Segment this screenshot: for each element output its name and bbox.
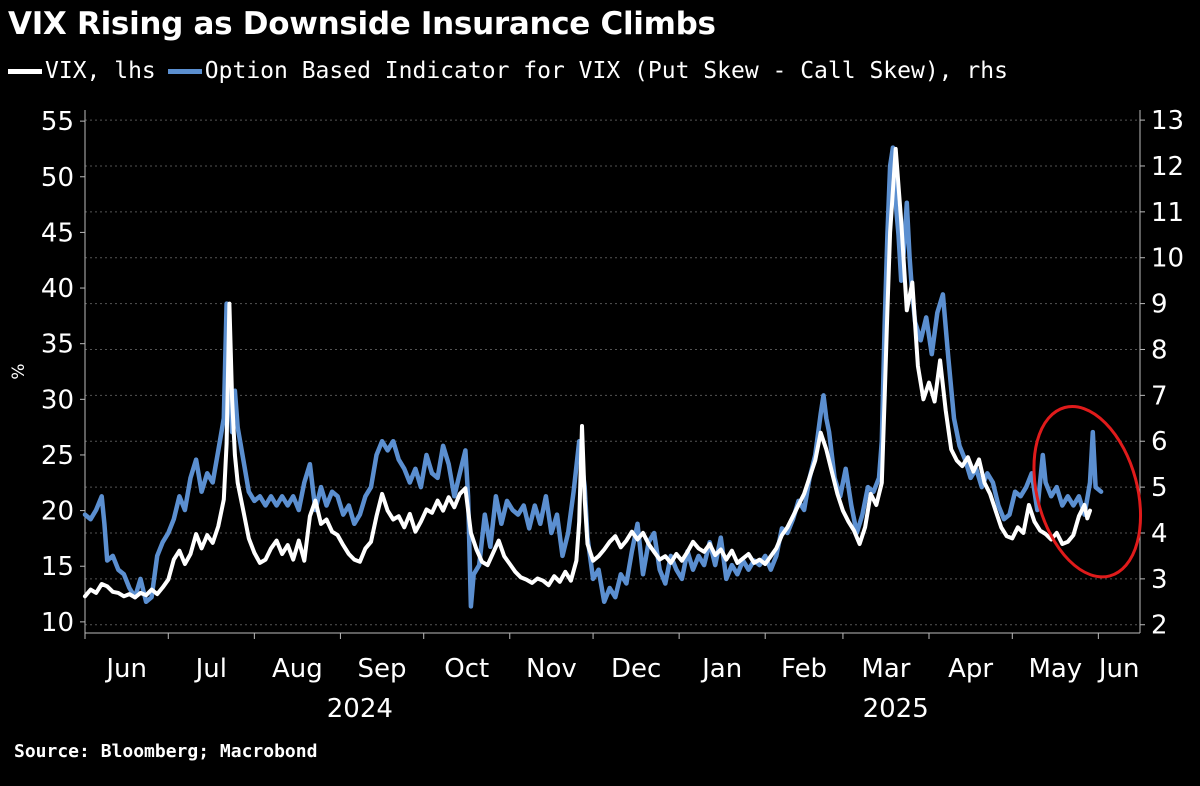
source-note: Source: Bloomberg; Macrobond — [14, 741, 318, 762]
left-tick-label-35: 35 — [41, 330, 74, 360]
right-tick-label-2: 2 — [1151, 611, 1168, 641]
x-tick-label-sep-3: Sep — [358, 654, 407, 684]
legend-swatch-vix — [8, 68, 42, 74]
x-tick-label-may-11: May — [1028, 654, 1082, 684]
annotation-ellipse — [1032, 405, 1143, 579]
x-tick-label-jul-1: Jul — [194, 654, 227, 684]
series-line-vix — [83, 146, 1092, 600]
left-tick-label-55: 55 — [41, 107, 74, 137]
series-line-skew — [82, 145, 1104, 609]
left-tick-label-25: 25 — [41, 441, 74, 471]
left-tick-label-10: 10 — [41, 608, 74, 638]
x-tick-label-aug-2: Aug — [272, 654, 323, 684]
x-year-label-2024: 2024 — [327, 694, 393, 724]
legend-label-vix: VIX, lhs — [45, 58, 156, 84]
right-tick-label-12: 12 — [1151, 152, 1184, 182]
x-tick-label-jun-12: Jun — [1097, 654, 1140, 684]
x-tick-label-jan-7: Jan — [700, 654, 742, 684]
x-tick-label-jun-0: Jun — [104, 654, 147, 684]
left-tick-label-45: 45 — [41, 218, 74, 248]
right-tick-label-13: 13 — [1151, 106, 1184, 136]
right-tick-label-11: 11 — [1151, 198, 1184, 228]
left-tick-label-20: 20 — [41, 497, 74, 527]
x-tick-label-oct-4: Oct — [444, 654, 489, 684]
left-tick-label-15: 15 — [41, 552, 74, 582]
right-tick-label-10: 10 — [1151, 244, 1184, 274]
x-tick-label-dec-6: Dec — [611, 654, 661, 684]
legend: VIX, lhs Option Based Indicator for VIX … — [8, 58, 1008, 84]
x-tick-label-nov-5: Nov — [526, 654, 577, 684]
right-tick-label-4: 4 — [1151, 519, 1168, 549]
legend-item-vix: VIX, lhs — [8, 58, 156, 84]
legend-label-skew: Option Based Indicator for VIX (Put Skew… — [204, 58, 1008, 84]
left-tick-label-30: 30 — [41, 385, 74, 415]
legend-swatch-skew — [167, 68, 202, 74]
legend-item-skew: Option Based Indicator for VIX (Put Skew… — [167, 58, 1008, 84]
x-tick-label-mar-9: Mar — [861, 654, 910, 684]
right-tick-label-9: 9 — [1151, 290, 1168, 320]
chart-title: VIX Rising as Downside Insurance Climbs — [8, 6, 716, 42]
left-axis-unit-label: % — [9, 363, 29, 379]
right-tick-label-6: 6 — [1151, 427, 1168, 457]
left-tick-label-50: 50 — [41, 163, 74, 193]
x-year-label-2025: 2025 — [863, 694, 929, 724]
left-tick-label-40: 40 — [41, 274, 74, 304]
right-tick-label-5: 5 — [1151, 473, 1168, 503]
x-tick-label-feb-8: Feb — [781, 654, 827, 684]
right-tick-label-7: 7 — [1151, 381, 1168, 411]
right-tick-label-8: 8 — [1151, 335, 1168, 365]
right-tick-label-3: 3 — [1151, 565, 1168, 595]
x-tick-label-apr-10: Apr — [948, 654, 993, 684]
